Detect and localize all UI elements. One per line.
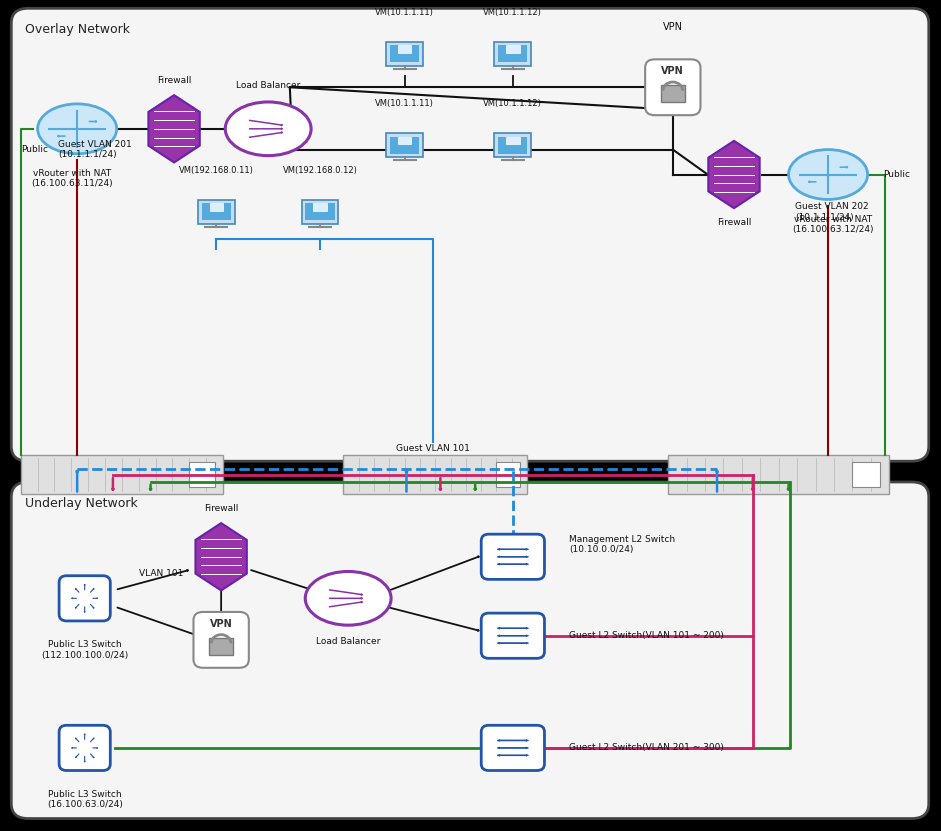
Text: Public: Public [21, 145, 48, 154]
FancyBboxPatch shape [481, 613, 545, 658]
FancyBboxPatch shape [390, 137, 420, 154]
Polygon shape [398, 137, 411, 145]
Polygon shape [506, 45, 519, 53]
Text: Public L3 Switch
(16.100.63.0/24): Public L3 Switch (16.100.63.0/24) [47, 789, 122, 809]
Text: Underlay Network: Underlay Network [25, 497, 138, 510]
FancyBboxPatch shape [499, 45, 527, 62]
Text: Guest VLAN 201
(10.1.1.1/24): Guest VLAN 201 (10.1.1.1/24) [58, 140, 132, 160]
Polygon shape [313, 204, 327, 210]
FancyBboxPatch shape [646, 59, 700, 116]
Text: Firewall: Firewall [157, 76, 191, 85]
FancyBboxPatch shape [201, 204, 231, 220]
Text: VM(10.1.1.12): VM(10.1.1.12) [484, 100, 542, 108]
FancyBboxPatch shape [59, 725, 110, 770]
Text: VM(10.1.1.12): VM(10.1.1.12) [484, 8, 542, 17]
Text: Guest L2 Switch(VLAN 101 ~ 200): Guest L2 Switch(VLAN 101 ~ 200) [569, 632, 725, 640]
FancyBboxPatch shape [481, 725, 545, 770]
FancyBboxPatch shape [495, 42, 531, 66]
Text: Load Balancer: Load Balancer [316, 637, 380, 646]
Text: VPN: VPN [210, 618, 232, 628]
Ellipse shape [789, 150, 868, 199]
Polygon shape [506, 137, 519, 145]
Polygon shape [149, 95, 199, 163]
Ellipse shape [305, 572, 391, 625]
FancyBboxPatch shape [209, 637, 233, 655]
Text: VPN: VPN [662, 66, 684, 76]
FancyBboxPatch shape [11, 8, 929, 461]
FancyBboxPatch shape [481, 534, 545, 579]
FancyBboxPatch shape [21, 455, 223, 494]
Text: Guest VLAN 101: Guest VLAN 101 [396, 445, 470, 453]
Text: VLAN 101: VLAN 101 [139, 569, 183, 578]
FancyBboxPatch shape [668, 455, 889, 494]
FancyBboxPatch shape [852, 461, 881, 488]
Text: Guest L2 Switch(VLAN 201 ~ 300): Guest L2 Switch(VLAN 201 ~ 300) [569, 744, 725, 752]
FancyBboxPatch shape [11, 482, 929, 819]
Text: Guest VLAN 202
(10.1.1.1/24): Guest VLAN 202 (10.1.1.1/24) [795, 202, 869, 222]
FancyBboxPatch shape [59, 576, 110, 621]
FancyBboxPatch shape [343, 455, 527, 494]
Polygon shape [398, 45, 411, 53]
Polygon shape [709, 140, 759, 208]
Ellipse shape [225, 102, 311, 155]
Polygon shape [210, 204, 223, 210]
Text: VM(192.168.0.12): VM(192.168.0.12) [282, 166, 358, 175]
Text: vRouter with NAT
(16.100.63.12/24): vRouter with NAT (16.100.63.12/24) [792, 214, 873, 234]
FancyBboxPatch shape [386, 42, 423, 66]
Text: Overlay Network: Overlay Network [25, 23, 131, 37]
Text: VM(10.1.1.11): VM(10.1.1.11) [375, 100, 434, 108]
FancyBboxPatch shape [496, 461, 519, 488]
FancyBboxPatch shape [495, 134, 531, 157]
Text: Public L3 Switch
(112.100.100.0/24): Public L3 Switch (112.100.100.0/24) [41, 640, 128, 660]
Text: VM(192.168.0.11): VM(192.168.0.11) [179, 166, 254, 175]
Text: Firewall: Firewall [717, 219, 751, 227]
FancyBboxPatch shape [199, 199, 235, 224]
Ellipse shape [38, 104, 117, 154]
FancyBboxPatch shape [390, 45, 420, 62]
FancyBboxPatch shape [305, 204, 335, 220]
Text: Public: Public [883, 170, 910, 179]
Text: Firewall: Firewall [204, 504, 238, 513]
Polygon shape [196, 524, 247, 590]
FancyBboxPatch shape [194, 612, 248, 668]
FancyBboxPatch shape [386, 134, 423, 157]
Text: vRouter with NAT
(16.100.63.11/24): vRouter with NAT (16.100.63.11/24) [32, 169, 113, 189]
Text: Management L2 Switch
(10.10.0.0/24): Management L2 Switch (10.10.0.0/24) [569, 534, 676, 554]
Text: VM(10.1.1.11): VM(10.1.1.11) [375, 8, 434, 17]
FancyBboxPatch shape [188, 461, 215, 488]
Text: Load Balancer: Load Balancer [236, 81, 300, 90]
FancyBboxPatch shape [301, 199, 338, 224]
FancyBboxPatch shape [661, 85, 685, 102]
FancyBboxPatch shape [499, 137, 527, 154]
Text: VPN: VPN [662, 22, 683, 32]
